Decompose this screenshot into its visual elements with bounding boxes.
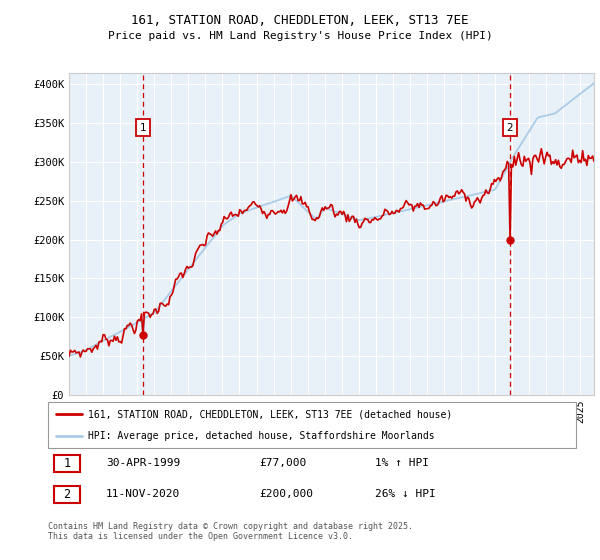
Text: 1: 1 (139, 123, 146, 133)
Text: 11-NOV-2020: 11-NOV-2020 (106, 489, 181, 500)
Text: 161, STATION ROAD, CHEDDLETON, LEEK, ST13 7EE: 161, STATION ROAD, CHEDDLETON, LEEK, ST1… (131, 14, 469, 27)
Text: 1% ↑ HPI: 1% ↑ HPI (376, 458, 430, 468)
Text: 161, STATION ROAD, CHEDDLETON, LEEK, ST13 7EE (detached house): 161, STATION ROAD, CHEDDLETON, LEEK, ST1… (88, 409, 452, 419)
Text: Price paid vs. HM Land Registry's House Price Index (HPI): Price paid vs. HM Land Registry's House … (107, 31, 493, 41)
Text: HPI: Average price, detached house, Staffordshire Moorlands: HPI: Average price, detached house, Staf… (88, 431, 434, 441)
Text: 30-APR-1999: 30-APR-1999 (106, 458, 181, 468)
FancyBboxPatch shape (48, 402, 576, 448)
Text: 26% ↓ HPI: 26% ↓ HPI (376, 489, 436, 500)
Text: 2: 2 (64, 488, 71, 501)
Text: £77,000: £77,000 (259, 458, 307, 468)
FancyBboxPatch shape (55, 486, 80, 503)
Text: 2: 2 (506, 123, 513, 133)
Text: 1: 1 (64, 456, 71, 470)
FancyBboxPatch shape (55, 455, 80, 472)
Text: £200,000: £200,000 (259, 489, 313, 500)
Text: Contains HM Land Registry data © Crown copyright and database right 2025.
This d: Contains HM Land Registry data © Crown c… (48, 522, 413, 542)
